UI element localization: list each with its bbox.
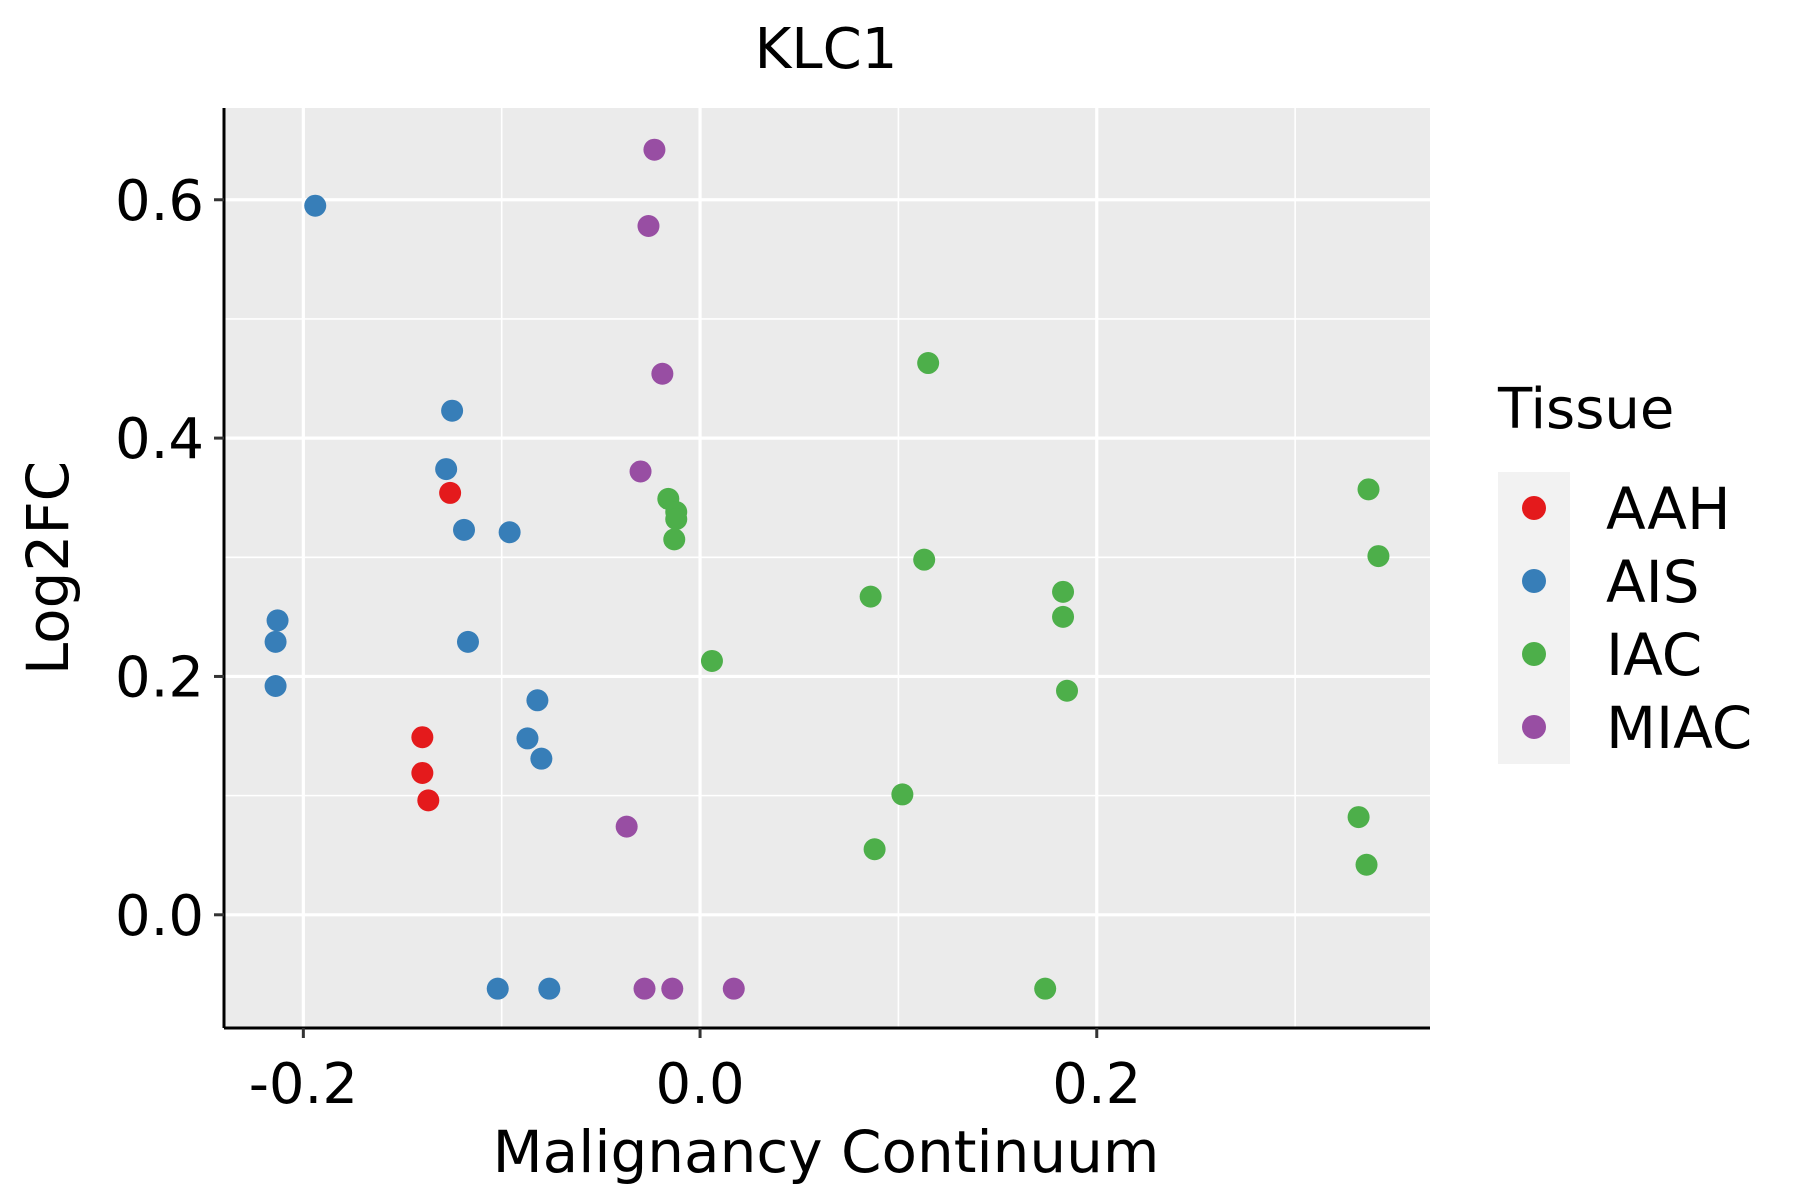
point-iac	[913, 548, 936, 571]
point-ais	[530, 747, 553, 770]
point-ais	[266, 609, 289, 632]
point-iac	[665, 508, 688, 531]
point-iac	[1034, 977, 1057, 1000]
x-tick-label: 0.2	[1052, 1052, 1141, 1117]
chart-title: KLC1	[755, 17, 898, 82]
point-aah	[411, 761, 434, 784]
point-ais	[456, 630, 479, 653]
axes: -0.2 0.0 0.2 0.0 0.2 0.4 0.6	[115, 108, 1430, 1117]
point-miac	[722, 977, 745, 1000]
point-miac	[643, 138, 666, 161]
point-miac	[629, 460, 652, 483]
point-ais	[538, 977, 561, 1000]
point-iac	[700, 649, 723, 672]
legend-label-aah: AAH	[1606, 475, 1731, 543]
point-aah	[411, 726, 434, 749]
point-iac	[863, 838, 886, 861]
point-ais	[264, 674, 287, 697]
legend-key-iac	[1522, 642, 1546, 666]
point-ais	[516, 727, 539, 750]
point-miac	[637, 214, 660, 237]
legend-title: Tissue	[1497, 377, 1674, 442]
point-iac	[663, 528, 686, 551]
point-aah	[439, 481, 462, 504]
legend-key-ais	[1522, 569, 1546, 593]
point-ais	[498, 521, 521, 544]
point-ais	[526, 689, 549, 712]
y-tick-label: 0.4	[115, 407, 204, 472]
point-ais	[435, 458, 458, 481]
point-iac	[859, 585, 882, 608]
legend-label-miac: MIAC	[1606, 694, 1752, 762]
point-aah	[417, 789, 440, 812]
point-ais	[453, 518, 476, 541]
legend-label-ais: AIS	[1606, 548, 1700, 616]
y-tick-label: 0.2	[115, 645, 204, 710]
point-ais	[486, 977, 509, 1000]
x-tick-label: -0.2	[249, 1052, 358, 1117]
point-iac	[1056, 679, 1079, 702]
point-iac	[1355, 853, 1378, 876]
y-axis-label: Log2FC	[14, 461, 82, 675]
point-miac	[651, 362, 674, 385]
y-tick-label: 0.0	[115, 884, 204, 949]
point-iac	[1052, 580, 1075, 603]
x-tick-label: 0.0	[656, 1052, 745, 1117]
plot-panel	[224, 108, 1430, 1028]
point-iac	[1347, 806, 1370, 829]
x-axis-label: Malignancy Continuum	[493, 1118, 1160, 1186]
point-iac	[1367, 545, 1390, 568]
point-iac	[1357, 478, 1380, 501]
legend-label-iac: IAC	[1606, 621, 1702, 689]
point-iac	[1052, 605, 1075, 628]
legend-key-aah	[1522, 496, 1546, 520]
point-miac	[661, 977, 684, 1000]
point-miac	[633, 977, 656, 1000]
point-ais	[264, 630, 287, 653]
point-iac	[891, 783, 914, 806]
y-tick-label: 0.6	[115, 169, 204, 234]
point-ais	[304, 194, 327, 217]
legend-key-miac	[1522, 715, 1546, 739]
point-miac	[615, 815, 638, 838]
point-iac	[917, 352, 940, 375]
point-ais	[441, 399, 464, 422]
grid-lines	[224, 108, 1430, 1028]
data-points	[264, 138, 1390, 1000]
